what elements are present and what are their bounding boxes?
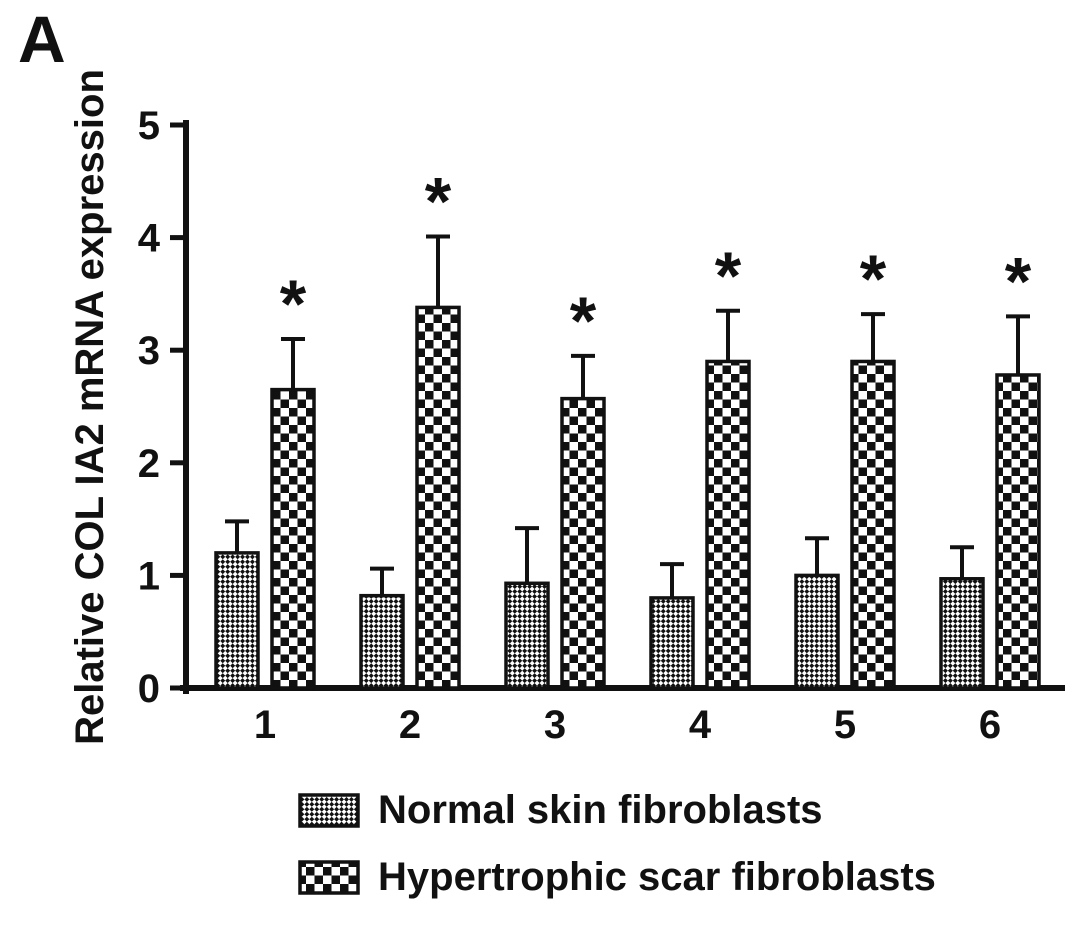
y-tick-label-1: 1 — [138, 554, 160, 598]
x-category-label-1: 1 — [254, 703, 276, 747]
bar-hypertrophic-5 — [850, 359, 896, 690]
y-tick-label-4: 4 — [138, 217, 161, 261]
significance-asterisk-6: * — [1005, 243, 1032, 319]
bar-hypertrophic-3 — [560, 396, 606, 690]
panel-label: A — [18, 2, 66, 76]
legend: Normal skin fibroblasts Hypertrophic sca… — [298, 788, 936, 899]
bar-hypertrophic-1 — [270, 387, 316, 690]
x-category-label-5: 5 — [834, 703, 856, 747]
significance-asterisk-1: * — [280, 266, 307, 342]
legend-label-normal-skin-fibroblasts: Normal skin fibroblasts — [378, 788, 823, 832]
x-category-label-4: 4 — [689, 703, 712, 747]
bar-hypertrophic-4 — [705, 359, 751, 690]
legend-swatch-hypertrophic-scar-fibroblasts — [298, 860, 360, 895]
bar-normal-4 — [649, 596, 695, 690]
significance-asterisk-3: * — [570, 283, 597, 359]
y-tick-label-2: 2 — [138, 442, 160, 486]
significance-asterisk-5: * — [860, 241, 887, 317]
legend-swatch-normal-skin-fibroblasts — [298, 793, 360, 828]
bar-normal-6 — [939, 577, 985, 690]
x-category-label-2: 2 — [399, 703, 421, 747]
significance-asterisk-4: * — [715, 238, 742, 314]
y-tick-label-5: 5 — [138, 104, 160, 148]
bar-hypertrophic-6 — [995, 373, 1041, 690]
y-tick-label-3: 3 — [138, 329, 160, 373]
significance-asterisk-2: * — [425, 163, 452, 239]
bar-normal-2 — [359, 593, 405, 690]
x-category-label-6: 6 — [979, 703, 1001, 747]
plot-area: 0 1 2 3 4 5 1 2 3 4 5 6 * * * * * * — [138, 104, 1065, 747]
bar-hypertrophic-2 — [415, 305, 461, 690]
bar-normal-1 — [214, 551, 260, 690]
y-axis-title: Relative COL IA2 mRNA expression — [68, 69, 112, 745]
bar-normal-3 — [504, 581, 550, 690]
bar-normal-5 — [794, 573, 840, 690]
y-tick-label-0: 0 — [138, 667, 160, 711]
legend-label-hypertrophic-scar-fibroblasts: Hypertrophic scar fibroblasts — [378, 855, 936, 899]
x-category-label-3: 3 — [544, 703, 566, 747]
